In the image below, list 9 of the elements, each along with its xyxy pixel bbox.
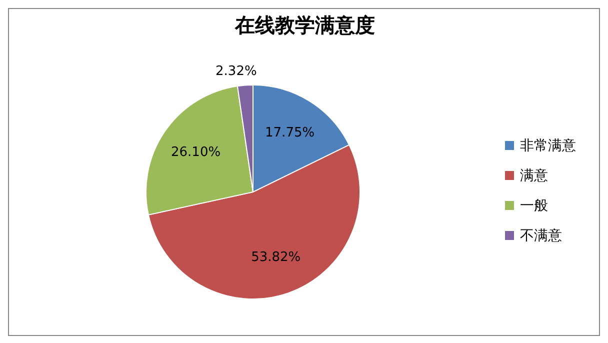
data-label: 17.75%	[265, 125, 315, 140]
chart-title: 在线教学满意度	[234, 13, 375, 37]
legend-label: 满意	[520, 168, 548, 184]
data-label: 53.82%	[251, 250, 301, 266]
legend-label: 不满意	[520, 228, 562, 244]
legend-label: 一般	[520, 198, 548, 214]
data-label: 26.10%	[171, 144, 221, 160]
data-label: 2.32%	[216, 64, 257, 79]
legend-label: 非常满意	[520, 138, 576, 154]
